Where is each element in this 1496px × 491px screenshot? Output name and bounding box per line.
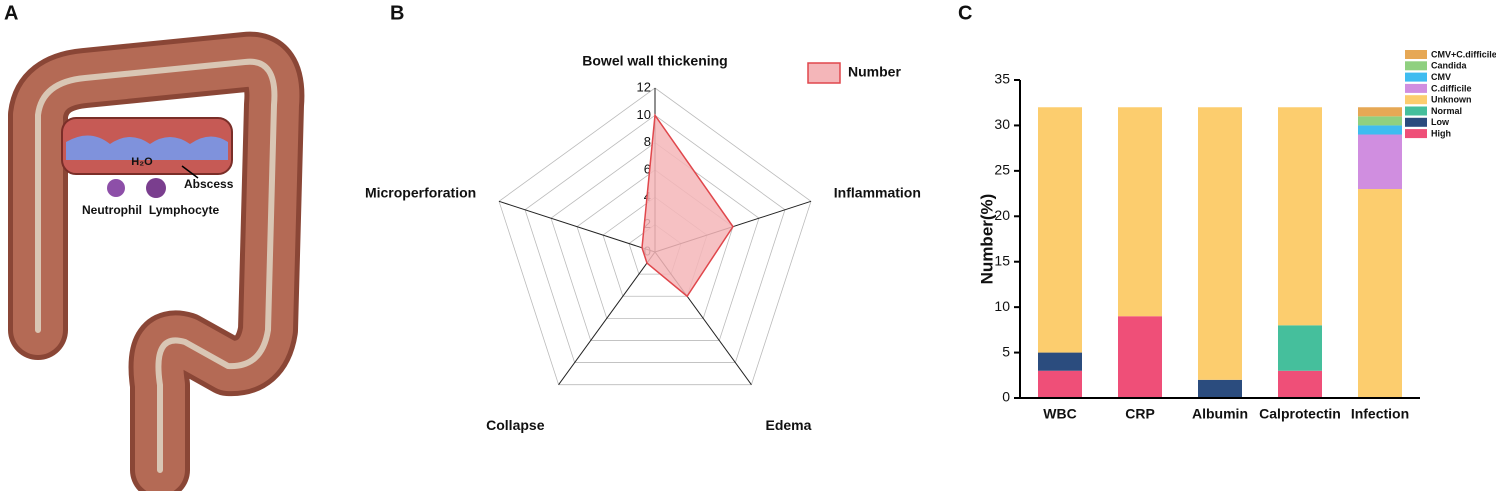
axis-label: Inflammation <box>834 185 921 201</box>
legend-label: CMV <box>1431 72 1451 82</box>
illustration-label: Neutrophil <box>82 203 142 217</box>
x-tick-label: Albumin <box>1192 406 1248 422</box>
legend-label: Candida <box>1431 61 1467 71</box>
lymphocyte-cell <box>146 178 166 198</box>
legend-swatch <box>1405 117 1427 127</box>
legend-swatch <box>1405 50 1427 59</box>
legend-swatch <box>807 62 841 84</box>
axis-label: Bowel wall thickening <box>582 53 727 69</box>
axis-label: Edema <box>766 417 812 433</box>
colon-illustration: A H₂O Abscess Neutrophil Lymphocyte <box>4 2 305 491</box>
legend-swatch <box>1405 72 1427 82</box>
x-tick-label: CRP <box>1125 406 1155 422</box>
panel-label: C <box>958 2 972 24</box>
mucosa-fluid <box>66 135 228 160</box>
r-tick-label: 6 <box>644 161 651 176</box>
y-tick-label: 30 <box>994 116 1010 132</box>
colon-band <box>35 58 278 473</box>
legend-label: C.difficile <box>1431 83 1472 93</box>
panel-label: A <box>4 2 18 24</box>
bar-segment <box>1358 189 1402 398</box>
axis-label: Collapse <box>486 417 545 433</box>
y-tick-label: 20 <box>994 207 1010 223</box>
legend-label: Unknown <box>1431 95 1472 105</box>
bar-segment <box>1038 107 1082 353</box>
bar-segment <box>1358 116 1402 126</box>
bar-segment <box>1278 107 1322 326</box>
bar-segment <box>1118 107 1162 317</box>
bar-segment <box>1038 370 1082 398</box>
r-tick-label: 12 <box>637 79 651 94</box>
grid-ring <box>524 114 786 363</box>
radar-axis <box>498 200 656 253</box>
panel-label: B <box>390 2 404 24</box>
x-tick-label: WBC <box>1043 406 1076 422</box>
bar-segment <box>1198 379 1242 398</box>
legend-label: Number <box>848 64 901 80</box>
y-tick-label: 5 <box>1002 343 1010 359</box>
axis-label: Microperforation <box>365 185 476 201</box>
legend-label: Low <box>1431 117 1450 127</box>
bar-segment <box>1358 107 1402 117</box>
radar-area <box>641 113 734 298</box>
legend-swatch <box>1405 61 1427 71</box>
legend-swatch <box>1405 95 1427 105</box>
y-tick-label: 0 <box>1002 389 1010 405</box>
bar-segment <box>1278 370 1322 398</box>
bar-segment <box>1118 316 1162 398</box>
abscess-pointer <box>181 165 199 179</box>
illustration-label: Abscess <box>184 177 234 191</box>
y-tick-label: 15 <box>994 252 1010 268</box>
legend-swatch <box>1405 83 1427 93</box>
bar-segment <box>1358 134 1402 190</box>
legend-label: CMV+C.difficile <box>1431 49 1496 59</box>
y-tick-label: 10 <box>994 298 1010 314</box>
y-tick-label: 25 <box>994 162 1010 178</box>
bar-segment <box>1358 125 1402 135</box>
neutrophil-cell <box>107 179 125 197</box>
r-tick-label: 10 <box>637 107 651 122</box>
grid-ring <box>498 87 812 386</box>
x-tick-label: Calprotectin <box>1259 406 1341 422</box>
radar-axis <box>558 251 656 385</box>
y-axis-label: Number(%) <box>977 194 996 285</box>
legend-swatch <box>1405 106 1427 116</box>
x-tick-label: Infection <box>1351 406 1409 422</box>
illustration-label: H₂O <box>131 156 153 168</box>
bar-segment <box>1278 325 1322 371</box>
y-tick-label: 35 <box>994 71 1010 87</box>
legend-swatch <box>1405 129 1427 139</box>
grid-ring <box>550 142 760 341</box>
legend-label: Normal <box>1431 106 1462 116</box>
bar-segment <box>1038 352 1082 371</box>
legend-label: High <box>1431 128 1451 138</box>
illustration-label: Lymphocyte <box>149 203 220 217</box>
bar-segment <box>1198 107 1242 380</box>
r-tick-label: 8 <box>644 134 651 149</box>
